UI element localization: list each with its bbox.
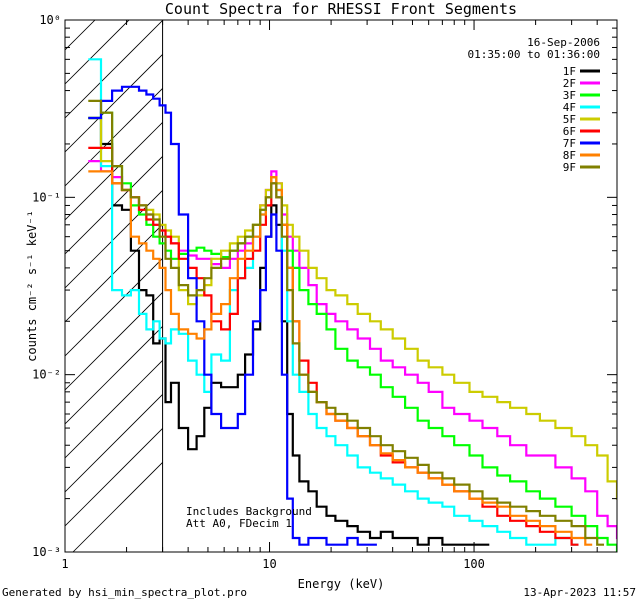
- legend-label-9f: 9F: [563, 161, 576, 174]
- time-range-text: 01:35:00 to 01:36:00: [468, 48, 600, 61]
- chart-title: Count Spectra for RHESSI Front Segments: [165, 0, 517, 18]
- legend-label-3f: 3F: [563, 89, 576, 102]
- x-tick-label: 10: [262, 557, 276, 571]
- series-line-3f: [88, 111, 617, 552]
- legend-label-8f: 8F: [563, 149, 576, 162]
- y-tick-label: 10⁻²: [32, 368, 61, 382]
- legend-label-1f: 1F: [563, 65, 576, 78]
- axes: 1 10 100 10⁰ 10⁻¹ 10⁻² 10⁻³: [32, 13, 618, 571]
- legend-label-4f: 4F: [563, 101, 576, 114]
- y-tick-label: 10⁰: [39, 13, 61, 27]
- footer-timestamp: 13-Apr-2023 11:57: [523, 586, 636, 599]
- date-text: 16-Sep-2006: [527, 36, 600, 49]
- legend-label-2f: 2F: [563, 77, 576, 90]
- series-line-4f: [88, 58, 579, 546]
- x-tick-label: 1: [61, 557, 68, 571]
- series-line-5f: [88, 116, 617, 500]
- x-tick-label: 100: [463, 557, 485, 571]
- series-line-2f: [88, 160, 617, 540]
- legend-label-7f: 7F: [563, 137, 576, 150]
- legend-label-5f: 5F: [563, 113, 576, 126]
- plot-frame: [64, 19, 618, 553]
- x-axis-label: Energy (keV): [298, 577, 385, 591]
- y-tick-label: 10⁻³: [32, 545, 61, 559]
- series-line-7f: [88, 85, 377, 546]
- annotation-background: Includes Background: [186, 505, 312, 518]
- series-line-1f: [88, 116, 490, 546]
- footer-generated-by: Generated by hsi_min_spectra_plot.pro: [2, 586, 247, 599]
- y-axis-label: counts cm⁻² s⁻¹ keV⁻¹: [25, 210, 39, 362]
- y-tick-label: 10⁻¹: [32, 190, 61, 204]
- annotation-attenuator: Att A0, FDecim 1: [186, 517, 292, 530]
- hatched-background-region: [65, 20, 164, 552]
- series-line-6f: [88, 146, 579, 546]
- series-line-8f: [88, 170, 593, 546]
- series-line-9f: [88, 99, 604, 546]
- legend-label-6f: 6F: [563, 125, 576, 138]
